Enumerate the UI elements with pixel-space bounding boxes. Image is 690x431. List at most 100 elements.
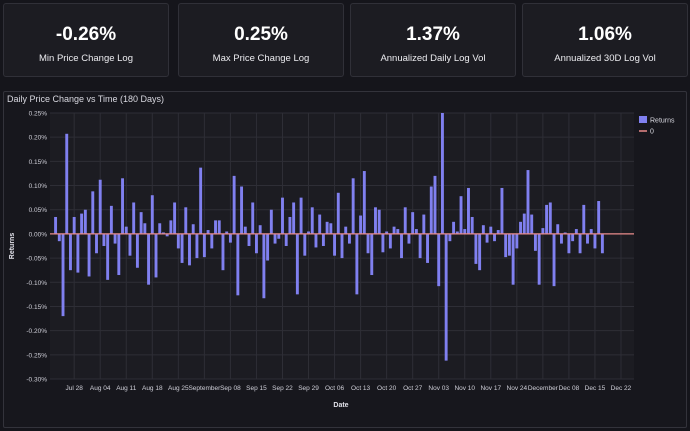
- bar[interactable]: [392, 226, 396, 234]
- bar[interactable]: [310, 207, 314, 234]
- bar[interactable]: [437, 233, 441, 287]
- bar[interactable]: [582, 204, 586, 234]
- bar[interactable]: [191, 224, 195, 234]
- bar[interactable]: [351, 178, 355, 234]
- bar[interactable]: [169, 220, 173, 234]
- legend[interactable]: Returns 0: [639, 116, 675, 136]
- bar[interactable]: [589, 229, 593, 234]
- bar[interactable]: [292, 202, 296, 234]
- bar[interactable]: [593, 233, 597, 249]
- bar[interactable]: [321, 233, 325, 246]
- bar[interactable]: [184, 207, 188, 234]
- bar[interactable]: [519, 221, 522, 234]
- bar[interactable]: [533, 233, 537, 251]
- bar[interactable]: [76, 233, 80, 273]
- bar[interactable]: [467, 187, 470, 234]
- bar[interactable]: [117, 233, 121, 276]
- bar[interactable]: [485, 233, 489, 243]
- bar[interactable]: [299, 197, 303, 234]
- bar[interactable]: [69, 233, 72, 271]
- bar[interactable]: [463, 229, 467, 234]
- bar[interactable]: [288, 216, 292, 234]
- bar[interactable]: [254, 233, 258, 254]
- bar[interactable]: [236, 233, 240, 296]
- bar[interactable]: [91, 191, 95, 234]
- bar[interactable]: [57, 233, 61, 242]
- bar[interactable]: [474, 233, 478, 264]
- bar[interactable]: [548, 202, 552, 234]
- bar[interactable]: [273, 233, 277, 244]
- bar[interactable]: [154, 233, 158, 278]
- bar[interactable]: [571, 233, 575, 242]
- bar[interactable]: [284, 233, 288, 246]
- bar[interactable]: [80, 213, 84, 234]
- bar[interactable]: [336, 192, 340, 234]
- bar[interactable]: [217, 220, 221, 234]
- bar[interactable]: [489, 226, 493, 234]
- bar[interactable]: [180, 233, 184, 263]
- bar[interactable]: [132, 202, 136, 234]
- bar[interactable]: [444, 233, 448, 361]
- bar[interactable]: [407, 233, 411, 244]
- bar[interactable]: [526, 170, 530, 234]
- bar[interactable]: [83, 209, 87, 234]
- bar[interactable]: [455, 231, 459, 234]
- bar[interactable]: [560, 233, 563, 244]
- bar[interactable]: [552, 233, 556, 287]
- bar[interactable]: [165, 233, 169, 237]
- bar[interactable]: [139, 212, 143, 234]
- bar[interactable]: [586, 233, 589, 244]
- bar[interactable]: [121, 178, 124, 234]
- bar[interactable]: [496, 230, 500, 234]
- bar[interactable]: [225, 231, 229, 234]
- bar[interactable]: [418, 233, 422, 259]
- bar[interactable]: [537, 233, 541, 285]
- bar[interactable]: [459, 196, 463, 234]
- bar[interactable]: [232, 175, 236, 234]
- bar[interactable]: [403, 207, 407, 234]
- bar[interactable]: [493, 233, 496, 242]
- bar[interactable]: [545, 204, 549, 234]
- bar[interactable]: [206, 230, 210, 234]
- bar[interactable]: [188, 233, 191, 266]
- bar[interactable]: [247, 233, 251, 246]
- bar[interactable]: [109, 205, 113, 234]
- bar[interactable]: [500, 187, 504, 234]
- bar[interactable]: [243, 226, 247, 234]
- bar[interactable]: [400, 233, 403, 259]
- bar[interactable]: [452, 221, 456, 234]
- bar[interactable]: [173, 202, 177, 234]
- bar[interactable]: [522, 213, 526, 234]
- bar[interactable]: [515, 233, 519, 249]
- bar[interactable]: [411, 212, 415, 234]
- bar[interactable]: [210, 233, 214, 249]
- bar[interactable]: [54, 216, 58, 234]
- bar[interactable]: [228, 233, 232, 243]
- bar[interactable]: [504, 233, 508, 258]
- bar[interactable]: [362, 171, 366, 234]
- bar[interactable]: [347, 233, 351, 244]
- bar[interactable]: [214, 220, 217, 234]
- bar[interactable]: [269, 209, 273, 234]
- bar[interactable]: [281, 197, 284, 234]
- bar[interactable]: [258, 225, 262, 234]
- bar[interactable]: [195, 233, 199, 259]
- bar[interactable]: [574, 229, 578, 234]
- bar[interactable]: [429, 186, 433, 234]
- bar[interactable]: [344, 226, 348, 234]
- bar[interactable]: [277, 233, 281, 239]
- bar[interactable]: [433, 175, 437, 234]
- bar[interactable]: [61, 233, 65, 317]
- bar[interactable]: [72, 216, 76, 234]
- legend-label-zero[interactable]: 0: [650, 129, 654, 136]
- bar[interactable]: [414, 229, 418, 234]
- bar[interactable]: [426, 233, 430, 263]
- bar[interactable]: [266, 233, 270, 261]
- bar[interactable]: [176, 233, 180, 249]
- bar[interactable]: [340, 233, 344, 259]
- bar[interactable]: [295, 233, 299, 295]
- bar[interactable]: [106, 233, 110, 280]
- bar[interactable]: [87, 233, 91, 277]
- bar[interactable]: [128, 233, 132, 256]
- bar[interactable]: [597, 201, 601, 234]
